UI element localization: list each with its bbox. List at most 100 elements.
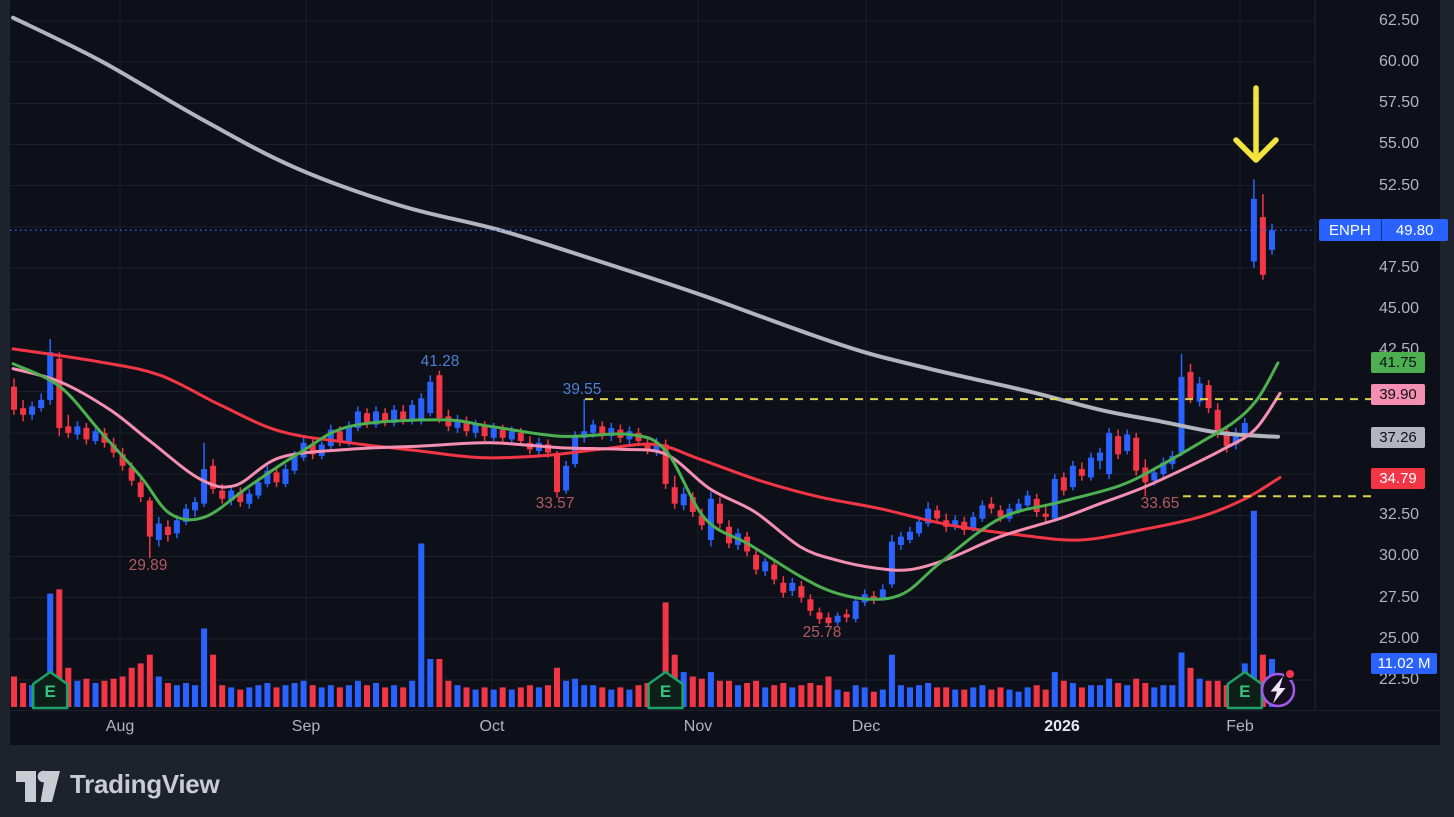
volume-bar[interactable] <box>888 654 895 707</box>
volume-bar[interactable] <box>409 680 416 707</box>
volume-bar[interactable] <box>545 685 551 707</box>
candle-body[interactable] <box>47 352 54 400</box>
volume-bar[interactable] <box>698 678 705 707</box>
candle-body[interactable] <box>1232 432 1239 445</box>
candle-body[interactable] <box>1269 230 1275 250</box>
candle-body[interactable] <box>762 561 769 572</box>
volume-bar[interactable] <box>798 685 805 707</box>
candle-body[interactable] <box>644 442 651 450</box>
candle-body[interactable] <box>798 586 805 598</box>
volume-bar[interactable] <box>988 689 995 707</box>
volume-bar[interactable] <box>418 543 425 708</box>
time-axis[interactable]: Aug Sep Oct Nov Dec 2026 Feb <box>10 710 1440 746</box>
volume-bar[interactable] <box>726 680 732 707</box>
candle-body[interactable] <box>20 408 27 415</box>
candle-body[interactable] <box>1124 434 1131 452</box>
lightning-icon[interactable] <box>1260 668 1296 708</box>
volume-bar[interactable] <box>472 689 479 707</box>
volume-bar[interactable] <box>237 689 244 707</box>
volume-bar[interactable] <box>364 685 370 707</box>
candle-body[interactable] <box>192 502 198 511</box>
candle-body[interactable] <box>463 421 470 432</box>
candle-body[interactable] <box>554 454 560 493</box>
candle-body[interactable] <box>843 614 850 618</box>
candle-body[interactable] <box>354 411 361 429</box>
volume-bar[interactable] <box>463 687 470 707</box>
candle-body[interactable] <box>753 554 760 570</box>
ma-green[interactable] <box>11 361 1280 601</box>
volume-bar[interactable] <box>870 691 877 707</box>
volume-bar[interactable] <box>508 689 515 707</box>
volume-bar[interactable] <box>563 680 570 707</box>
volume-bar[interactable] <box>92 683 99 707</box>
volume-bar[interactable] <box>74 680 81 707</box>
volume-bar[interactable] <box>282 685 289 707</box>
candle-body[interactable] <box>1078 469 1085 476</box>
volume-bar[interactable] <box>1151 687 1158 707</box>
candle-body[interactable] <box>246 493 253 504</box>
volume-bar[interactable] <box>517 687 524 707</box>
volume-bar[interactable] <box>771 685 778 707</box>
candle-body[interactable] <box>345 426 352 443</box>
candle-body[interactable] <box>888 541 895 585</box>
ma-long-white[interactable] <box>11 15 1280 439</box>
volume-bar[interactable] <box>201 628 208 708</box>
volume-bar[interactable] <box>345 685 352 707</box>
candle-body[interactable] <box>436 375 443 418</box>
volume-bar[interactable] <box>1169 685 1176 707</box>
candle-body[interactable] <box>1178 376 1185 453</box>
volume-bar[interactable] <box>1124 685 1131 707</box>
candle-body[interactable] <box>11 386 17 410</box>
candle-body[interactable] <box>834 615 841 623</box>
candle-body[interactable] <box>970 516 977 529</box>
volume-bar[interactable] <box>273 687 280 707</box>
candle-body[interactable] <box>545 444 551 453</box>
candle-body[interactable] <box>173 520 180 534</box>
volume-bar[interactable] <box>1106 678 1113 707</box>
candle-body[interactable] <box>671 487 678 504</box>
volume-bar[interactable] <box>264 683 271 707</box>
candle-body[interactable] <box>599 426 606 435</box>
candle-body[interactable] <box>1106 432 1113 475</box>
candle-body[interactable] <box>852 600 859 619</box>
candle-body[interactable] <box>961 521 968 530</box>
candle-body[interactable] <box>1024 495 1031 506</box>
volume-bar[interactable] <box>608 689 615 707</box>
volume-bar[interactable] <box>219 685 226 707</box>
candle-body[interactable] <box>771 564 778 580</box>
candle-body[interactable] <box>201 469 208 504</box>
volume-bar[interactable] <box>979 685 986 707</box>
volume-bar[interactable] <box>1205 680 1212 707</box>
candle-body[interactable] <box>137 482 144 498</box>
volume-bar[interactable] <box>1006 689 1013 707</box>
candle-body[interactable] <box>237 492 244 503</box>
candle-body[interactable] <box>427 381 434 414</box>
candle-body[interactable] <box>29 406 36 415</box>
volume-bar[interactable] <box>499 687 506 707</box>
candle-body[interactable] <box>988 503 995 509</box>
candle-body[interactable] <box>780 582 787 593</box>
candle-body[interactable] <box>517 432 524 442</box>
candle-body[interactable] <box>716 503 723 524</box>
volume-bar[interactable] <box>997 687 1004 707</box>
candle-body[interactable] <box>1133 437 1140 471</box>
candle-body[interactable] <box>816 612 823 620</box>
volume-bar[interactable] <box>137 663 144 707</box>
volume-bar[interactable] <box>635 685 642 707</box>
volume-bar[interactable] <box>1078 687 1085 707</box>
volume-bar[interactable] <box>173 685 180 707</box>
volume-bar[interactable] <box>56 589 63 707</box>
candle-body[interactable] <box>1088 457 1094 478</box>
volume-bar[interactable] <box>336 687 343 707</box>
volume-bar[interactable] <box>183 683 189 707</box>
volume-bar[interactable] <box>210 654 217 707</box>
volume-bar[interactable] <box>735 685 741 707</box>
earnings-marker[interactable]: E <box>647 670 684 710</box>
volume-bar[interactable] <box>1196 678 1203 707</box>
volume-bar[interactable] <box>454 685 461 707</box>
candle-body[interactable] <box>1223 431 1230 446</box>
volume-bar[interactable] <box>626 689 633 707</box>
volume-bar[interactable] <box>101 680 108 707</box>
candle-body[interactable] <box>870 596 877 600</box>
volume-bar[interactable] <box>1214 680 1221 707</box>
